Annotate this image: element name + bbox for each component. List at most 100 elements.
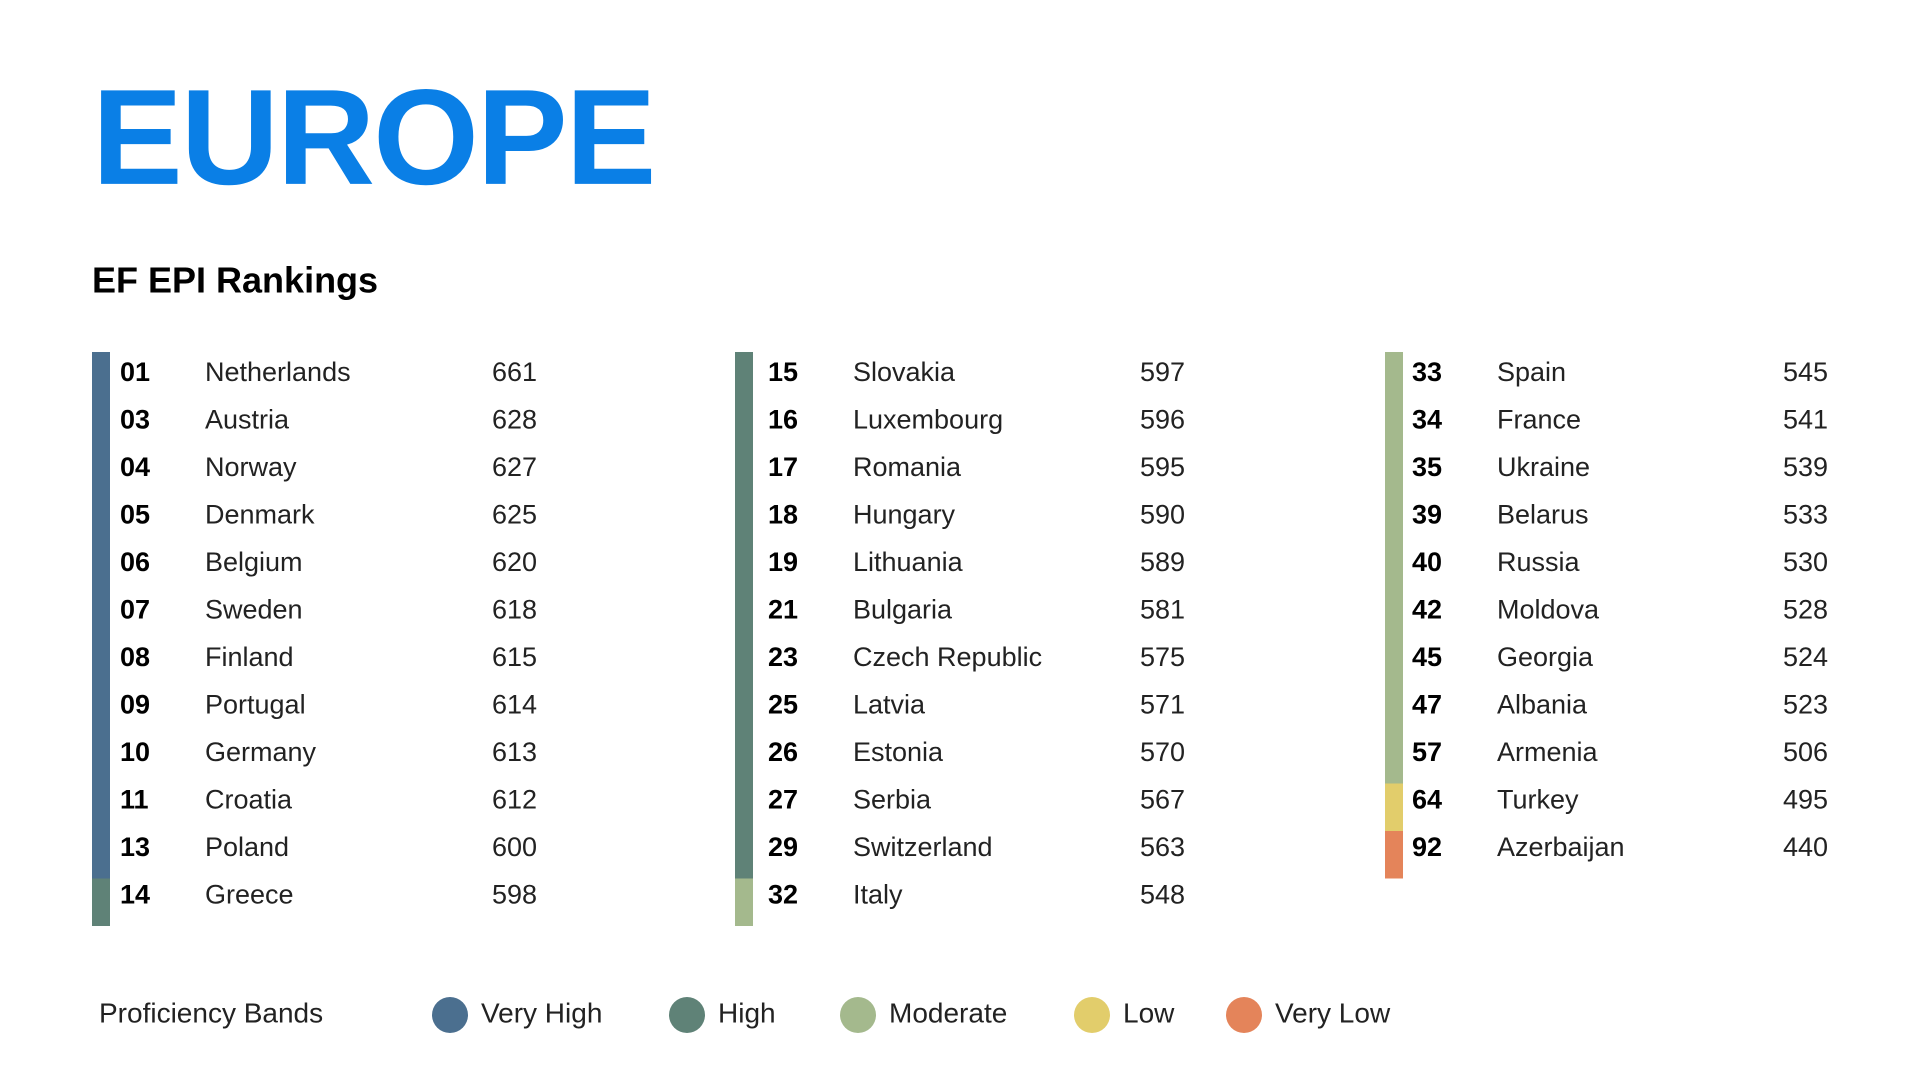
band-marker	[735, 688, 753, 736]
band-marker	[1385, 641, 1403, 689]
score: 600	[492, 832, 537, 862]
score: 541	[1783, 405, 1828, 435]
rank: 10	[120, 737, 150, 767]
score: 563	[1140, 832, 1185, 862]
score: 628	[492, 405, 537, 435]
score: 567	[1140, 785, 1185, 815]
rank: 11	[120, 785, 149, 815]
score: 528	[1783, 595, 1828, 625]
band-marker	[735, 593, 753, 641]
legend-entry: Low	[1123, 997, 1175, 1028]
band-marker	[735, 352, 753, 404]
score: 524	[1783, 642, 1828, 672]
score: 495	[1783, 785, 1828, 815]
legend-entry: High	[718, 997, 776, 1028]
score: 596	[1140, 405, 1185, 435]
score: 530	[1783, 547, 1828, 577]
legend-swatch	[1226, 997, 1262, 1033]
rank: 33	[1412, 357, 1442, 387]
rank: 47	[1412, 690, 1442, 720]
band-marker	[92, 641, 110, 689]
band-marker	[92, 878, 110, 926]
country: Serbia	[853, 785, 932, 815]
rank: 19	[768, 547, 798, 577]
score: 506	[1783, 737, 1828, 767]
legend-entry: Very Low	[1275, 997, 1391, 1028]
legend-swatch	[1074, 997, 1110, 1033]
score: 618	[492, 595, 537, 625]
rank: 64	[1412, 785, 1442, 815]
country: Luxembourg	[853, 405, 1003, 435]
page-title: EUROPE	[92, 61, 654, 213]
rank: 26	[768, 737, 798, 767]
country: Czech Republic	[853, 642, 1042, 672]
country: Hungary	[853, 500, 956, 530]
band-marker	[92, 736, 110, 784]
score: 575	[1140, 642, 1185, 672]
rank: 17	[768, 452, 798, 482]
band-marker	[92, 688, 110, 736]
band-marker	[92, 451, 110, 499]
score: 548	[1140, 880, 1185, 910]
score: 570	[1140, 737, 1185, 767]
legend-entry: Very High	[481, 997, 602, 1028]
score: 612	[492, 785, 537, 815]
band-marker	[735, 403, 753, 451]
band-marker	[1385, 403, 1403, 451]
country: Lithuania	[853, 547, 964, 577]
band-marker	[92, 831, 110, 879]
score: 581	[1140, 595, 1185, 625]
score: 661	[492, 357, 537, 387]
country: Austria	[205, 405, 290, 435]
score: 533	[1783, 500, 1828, 530]
band-marker	[1385, 736, 1403, 784]
band-marker	[1385, 783, 1403, 831]
rank: 09	[120, 690, 150, 720]
score: 545	[1783, 357, 1828, 387]
country: Belgium	[205, 547, 303, 577]
country: Armenia	[1497, 737, 1599, 767]
score: 597	[1140, 357, 1185, 387]
rank: 25	[768, 690, 798, 720]
rank: 14	[120, 880, 150, 910]
score: 590	[1140, 500, 1185, 530]
rank: 06	[120, 547, 150, 577]
rank: 16	[768, 405, 798, 435]
score: 589	[1140, 547, 1185, 577]
country: Poland	[205, 832, 289, 862]
score: 539	[1783, 452, 1828, 482]
score: 571	[1140, 690, 1185, 720]
band-marker	[735, 783, 753, 831]
country: Latvia	[853, 690, 926, 720]
rank: 32	[768, 880, 798, 910]
country: Germany	[205, 737, 317, 767]
country: Portugal	[205, 690, 306, 720]
band-marker	[92, 403, 110, 451]
band-marker	[1385, 831, 1403, 879]
country: Slovakia	[853, 357, 956, 387]
rank: 39	[1412, 500, 1442, 530]
score: 614	[492, 690, 537, 720]
score: 598	[492, 880, 537, 910]
rank: 40	[1412, 547, 1442, 577]
legend-swatch	[669, 997, 705, 1033]
score: 627	[492, 452, 537, 482]
band-marker	[1385, 352, 1403, 404]
rank: 08	[120, 642, 150, 672]
country: Azerbaijan	[1497, 832, 1625, 862]
country: Sweden	[205, 595, 303, 625]
band-marker	[1385, 593, 1403, 641]
country: Russia	[1497, 547, 1581, 577]
band-marker	[1385, 546, 1403, 594]
band-marker	[735, 451, 753, 499]
band-marker	[92, 498, 110, 546]
band-marker	[735, 736, 753, 784]
rank: 42	[1412, 595, 1442, 625]
rank: 34	[1412, 405, 1442, 435]
band-marker	[735, 546, 753, 594]
country: Netherlands	[205, 357, 351, 387]
rank: 92	[1412, 832, 1442, 862]
score: 620	[492, 547, 537, 577]
